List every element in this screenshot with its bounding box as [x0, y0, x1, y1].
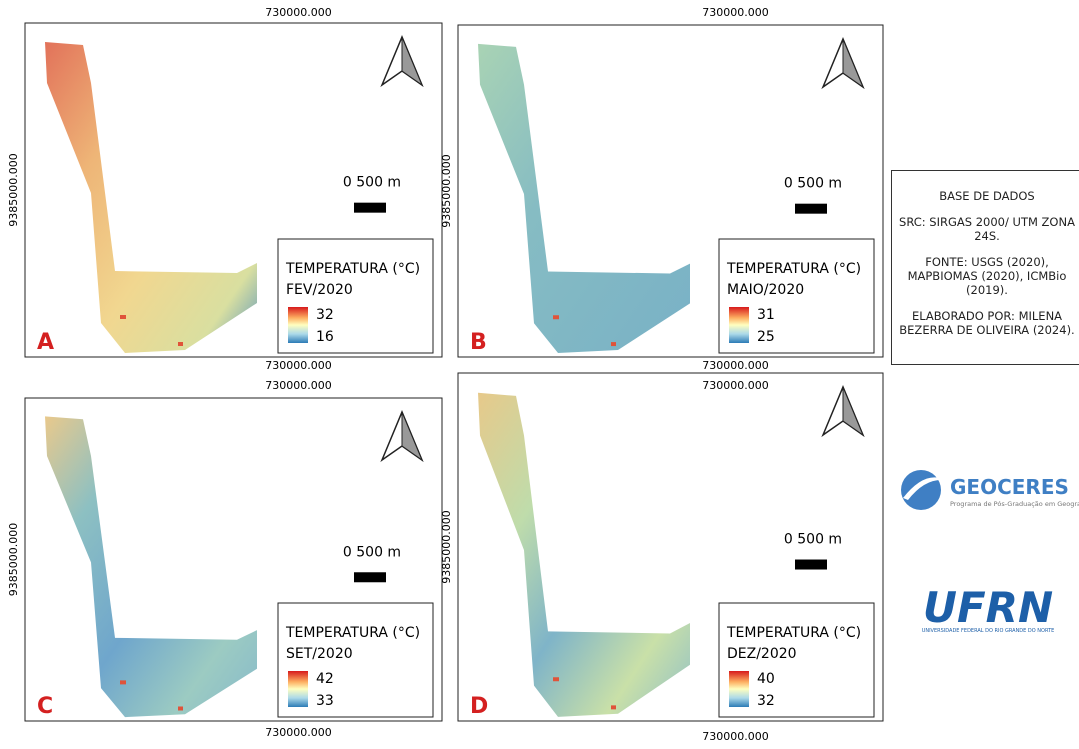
north-arrow-shade [401, 411, 424, 462]
bottom-coordinate: 730000.000 [702, 730, 768, 743]
legend-title: TEMPERATURA (°C) [285, 261, 420, 277]
legend-min: 25 [757, 329, 775, 345]
legend-min: 32 [757, 693, 775, 709]
bottom-coordinate: 730000.000 [265, 359, 331, 372]
scale-label: 0 500 m [784, 532, 842, 548]
ufrn-subtitle: UNIVERSIDADE FEDERAL DO RIO GRANDE DO NO… [922, 628, 1055, 634]
left-coordinate: 9385000.000 [7, 523, 20, 596]
hotspot [120, 315, 126, 319]
info-source: FONTE: USGS (2020), MAPBIOMAS (2020), IC… [907, 255, 1067, 297]
legend-min: 33 [316, 693, 334, 709]
scale-bar [795, 203, 827, 214]
legend-period: SET/2020 [286, 646, 353, 662]
hotspot [611, 342, 616, 347]
top-coordinate: 730000.000 [702, 379, 768, 392]
map-frame [457, 372, 884, 722]
top-coordinate: 730000.000 [265, 6, 331, 19]
legend-ramp [288, 671, 308, 707]
scale-bar [354, 572, 386, 583]
scale-bar [795, 559, 827, 570]
legend-max: 32 [316, 307, 334, 323]
info-box: BASE DE DADOS SRC: SIRGAS 2000/ UTM ZONA… [891, 170, 1079, 365]
legend-period: DEZ/2020 [727, 646, 797, 662]
legend-title: TEMPERATURA (°C) [285, 625, 420, 641]
panel-letter: B [470, 330, 487, 355]
panel-letter: D [470, 694, 488, 719]
hotspot [120, 680, 126, 685]
legend-max: 42 [316, 671, 334, 687]
legend-min: 16 [316, 329, 334, 345]
top-coordinate: 730000.000 [702, 6, 768, 19]
scale-bar [354, 202, 386, 213]
info-src: SRC: SIRGAS 2000/ UTM ZONA 24S. [899, 215, 1075, 243]
hotspot [178, 342, 183, 346]
left-coordinate: 9385000.000 [7, 153, 20, 226]
geoceres-swoosh [903, 477, 945, 500]
panel-letter: A [37, 330, 54, 355]
legend-period: MAIO/2020 [727, 282, 804, 298]
legend-title: TEMPERATURA (°C) [726, 261, 861, 277]
left-coordinate: 9385000.000 [440, 510, 453, 583]
study-area [45, 42, 257, 353]
bottom-coordinate: 730000.000 [265, 726, 331, 739]
geoceres-name: GEOCERES [950, 475, 1069, 499]
geoceres-emblem [901, 470, 941, 510]
north-arrow-shade [401, 36, 424, 87]
study-area [478, 392, 690, 717]
panel-letter: C [37, 694, 53, 719]
info-title: BASE DE DADOS [939, 189, 1035, 203]
north-arrow-shade [842, 38, 865, 89]
hotspot [611, 705, 616, 710]
scale-label: 0 500 m [784, 176, 842, 192]
top-coordinate: 730000.000 [265, 379, 331, 392]
left-coordinate: 9385000.000 [440, 154, 453, 227]
info-author: ELABORADO POR: MILENA BEZERRA DE OLIVEIR… [899, 309, 1075, 337]
ufrn-name: UFRN [923, 583, 1053, 632]
legend-max: 40 [757, 671, 775, 687]
legend-title: TEMPERATURA (°C) [726, 625, 861, 641]
hotspot [553, 677, 559, 682]
hotspot [553, 315, 559, 320]
study-area [45, 416, 257, 718]
legend-ramp [729, 671, 749, 707]
map-frame [24, 397, 443, 722]
map-frame [457, 24, 884, 358]
scale-label: 0 500 m [343, 175, 401, 191]
legend-period: FEV/2020 [286, 282, 353, 298]
north-arrow-shade [842, 386, 865, 437]
map-frame [24, 22, 443, 358]
legend-max: 31 [757, 307, 775, 323]
bottom-coordinate: 730000.000 [702, 359, 768, 372]
scale-label: 0 500 m [343, 544, 401, 560]
legend-ramp [288, 307, 308, 343]
geoceres-subtitle: Programa de Pós-Graduação em Geografia [950, 500, 1079, 508]
hotspot [178, 706, 183, 711]
legend-ramp [729, 307, 749, 343]
study-area [478, 43, 690, 354]
